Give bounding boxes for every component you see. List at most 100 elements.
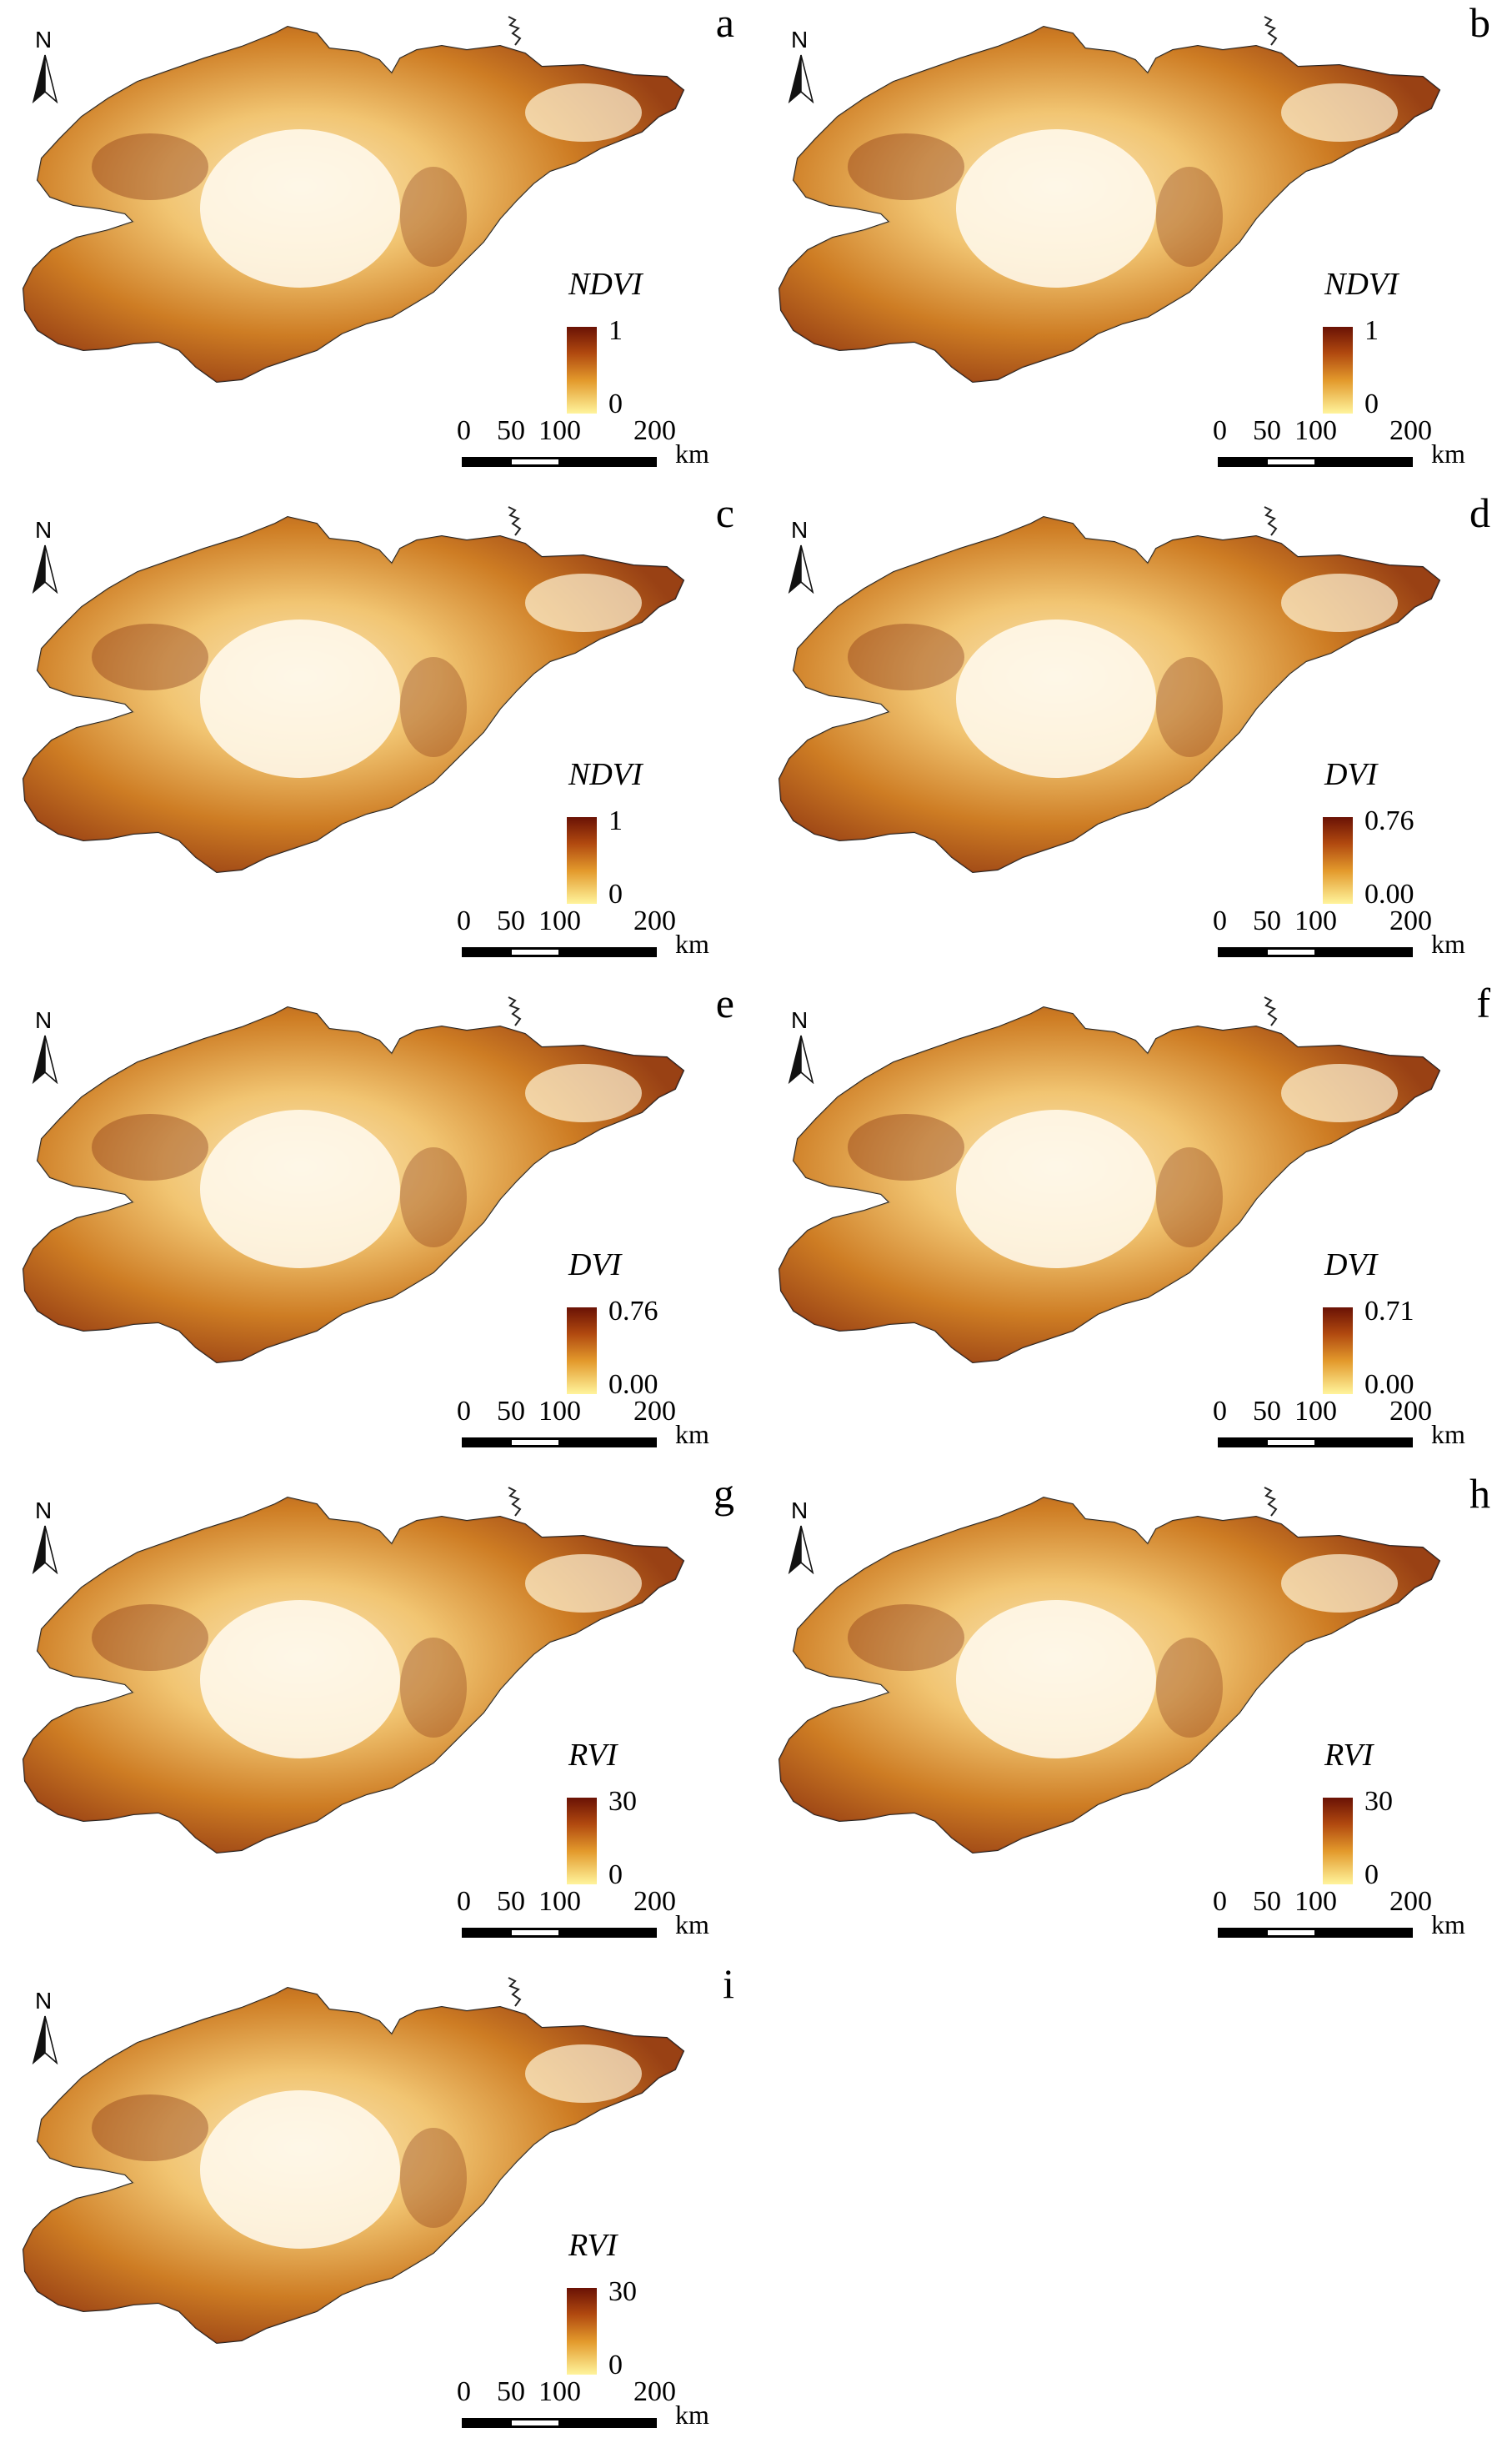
legend-title: NDVI [568,267,643,302]
north-label: N [791,1007,809,1033]
scale-tick-0: 0 [1213,1396,1227,1427]
scale-tick-50: 50 [497,2376,525,2407]
scale-bar [1218,457,1413,467]
scale-bar [462,457,657,467]
scale-bar [1218,1437,1413,1447]
scale-tick-50: 50 [497,905,525,936]
north-label: N [791,27,809,53]
scale-unit: km [1431,929,1465,959]
scale-tick-200: 200 [1389,905,1432,936]
legend-max-value: 0.76 [1364,805,1414,836]
legend-colorbar [1323,1798,1353,1884]
scale-tick-50: 50 [1253,1886,1281,1917]
legend-colorbar [567,817,597,904]
scale-tick-100: 100 [538,415,581,446]
scale-tick-100: 100 [1294,415,1337,446]
north-label: N [35,517,53,543]
legend-title: RVI [1324,1738,1374,1773]
scale-bar [462,2418,657,2428]
legend-colorbar [1323,327,1353,414]
scale-tick-200: 200 [1389,415,1432,446]
legend-title: NDVI [1324,267,1399,302]
legend-min-value: 0.00 [1364,879,1414,910]
legend-max-value: 1 [608,315,623,346]
legend-min-value: 0 [608,1859,623,1890]
scale-unit: km [675,1909,709,1939]
scale-unit: km [1431,439,1465,469]
legend-max-value: 0.76 [608,1296,658,1327]
scale-bar [1218,947,1413,957]
legend-colorbar [567,2288,597,2375]
scale-tick-50: 50 [1253,905,1281,936]
scale-tick-100: 100 [538,1886,581,1917]
scale-tick-50: 50 [497,415,525,446]
panel-letter: d [1469,489,1490,536]
scale-tick-0: 0 [457,905,471,936]
shandong-map [778,506,1441,874]
scale-tick-0: 0 [457,1396,471,1427]
shandong-map [778,1487,1441,1854]
scale-bar [462,1928,657,1938]
map-panel-a: a N NDVI 1 0 0 50 100 200 km [0,0,756,489]
scale-unit: km [675,929,709,959]
panel-letter: i [723,1960,734,2007]
panel-letter: c [715,489,734,536]
legend-min-value: 0 [1364,389,1379,419]
scale-tick-100: 100 [538,905,581,936]
legend-max-value: 30 [608,1786,637,1817]
legend-min-value: 0.00 [1364,1369,1414,1400]
scale-tick-200: 200 [633,415,676,446]
north-label: N [791,517,809,543]
legend-max-value: 30 [1364,1786,1393,1817]
legend-colorbar [567,1798,597,1884]
legend-title: NDVI [568,757,643,792]
scale-bar [462,1437,657,1447]
legend-colorbar [567,1307,597,1394]
shandong-map [22,996,685,1364]
shandong-map [22,1977,685,2345]
scale-tick-0: 0 [457,1886,471,1917]
north-label: N [35,1007,53,1033]
scale-tick-200: 200 [1389,1396,1432,1427]
map-panel-h: h N RVI 30 0 0 50 100 200 km [756,1471,1512,1959]
scale-tick-100: 100 [1294,1396,1337,1427]
legend-max-value: 1 [608,805,623,836]
legend-min-value: 0 [608,2350,623,2380]
legend-colorbar [1323,817,1353,904]
shandong-map [22,1487,685,1854]
legend-title: DVI [1324,1247,1378,1282]
legend-max-value: 1 [1364,315,1379,346]
scale-unit: km [675,2400,709,2430]
scale-tick-0: 0 [1213,905,1227,936]
map-panel-f: f N DVI 0.71 0.00 0 50 100 200 km [756,981,1512,1469]
map-panel-b: b N NDVI 1 0 0 50 100 200 km [756,0,1512,489]
scale-unit: km [1431,1909,1465,1939]
scale-unit: km [1431,1419,1465,1449]
scale-tick-0: 0 [457,415,471,446]
legend-min-value: 0.00 [608,1369,658,1400]
scale-tick-200: 200 [633,1886,676,1917]
scale-tick-50: 50 [1253,415,1281,446]
scale-tick-0: 0 [457,2376,471,2407]
map-panel-g: g N RVI 30 0 0 50 100 200 km [0,1471,756,1959]
north-label: N [35,1497,53,1523]
scale-tick-0: 0 [1213,415,1227,446]
scale-tick-100: 100 [1294,1886,1337,1917]
shandong-map [22,16,685,384]
panel-letter: h [1469,1470,1490,1517]
scale-tick-100: 100 [538,1396,581,1427]
scale-tick-100: 100 [1294,905,1337,936]
legend-title: DVI [1324,757,1378,792]
legend-min-value: 0 [608,389,623,419]
panel-letter: g [713,1470,734,1517]
legend-max-value: 0.71 [1364,1296,1414,1327]
scale-tick-200: 200 [633,1396,676,1427]
legend-title: DVI [568,1247,622,1282]
scale-unit: km [675,439,709,469]
shandong-map [778,16,1441,384]
panel-letter: f [1476,980,1490,1026]
shandong-map [778,996,1441,1364]
map-panel-i: i N RVI 30 0 0 50 100 200 km [0,1961,756,2450]
shandong-map [22,506,685,874]
scale-tick-50: 50 [1253,1396,1281,1427]
